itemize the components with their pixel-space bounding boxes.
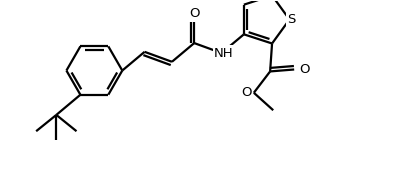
- Text: NH: NH: [213, 46, 233, 59]
- Text: O: O: [241, 86, 251, 99]
- Text: O: O: [298, 63, 309, 76]
- Text: O: O: [188, 7, 199, 20]
- Text: S: S: [286, 13, 295, 26]
